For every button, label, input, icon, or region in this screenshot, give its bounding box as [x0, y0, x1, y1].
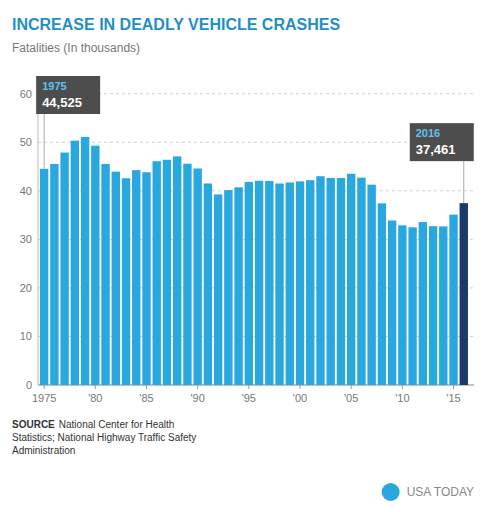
bar [337, 178, 345, 385]
bar [439, 226, 447, 385]
annotation-label: 2016 [416, 127, 440, 139]
annotation-label: 1975 [42, 80, 66, 92]
y-tick-label: 0 [26, 379, 32, 391]
bar [265, 181, 273, 385]
x-tick [248, 385, 249, 389]
bar [112, 172, 120, 385]
source-text: National Center for Health Statistics; Na… [12, 419, 196, 456]
bar [296, 181, 304, 385]
bar [122, 178, 130, 385]
bar [316, 176, 324, 385]
bar [183, 164, 191, 385]
annotation-box [36, 76, 100, 114]
source-line: National Center for Health [59, 419, 175, 430]
bar [378, 203, 386, 385]
bar [327, 178, 335, 385]
x-tick [351, 385, 352, 389]
bar [101, 164, 109, 385]
x-tick-label: '05 [344, 392, 358, 404]
x-tick-label: 1975 [32, 392, 56, 404]
logo-dot [382, 483, 400, 501]
x-tick-label: '95 [242, 392, 256, 404]
bar [91, 146, 99, 385]
x-tick [44, 385, 45, 389]
bars [40, 137, 468, 385]
title: INCREASE IN DEADLY VEHICLE CRASHES [12, 16, 340, 33]
grid-line [38, 142, 474, 143]
x-tick [146, 385, 147, 389]
y-axis-line [38, 84, 39, 385]
grid [38, 94, 474, 385]
x-tick-label: '10 [395, 392, 409, 404]
bar [398, 225, 406, 385]
bar [286, 182, 294, 385]
bar [357, 178, 365, 385]
annotations: 1975 44,525 2016 37,461 [36, 76, 474, 203]
bar [132, 170, 140, 385]
bar [367, 185, 375, 385]
bar [142, 172, 150, 385]
bar [275, 184, 283, 385]
y-tick-label: 30 [20, 233, 32, 245]
bar [306, 180, 314, 385]
bar [60, 153, 68, 385]
y-tick-label: 40 [20, 185, 32, 197]
x-tick [453, 385, 454, 389]
x-tick [300, 385, 301, 389]
bar [193, 168, 201, 385]
annotation-text: 44,525 [42, 95, 82, 110]
x-tick-label: '90 [190, 392, 204, 404]
x-tick-label: '85 [139, 392, 153, 404]
x-tick [197, 385, 198, 389]
leader-line [463, 161, 464, 203]
bar [173, 156, 181, 385]
y-tick-label: 60 [20, 88, 32, 100]
bar [81, 137, 89, 385]
bar [429, 226, 437, 385]
bar [71, 141, 79, 385]
annotation-text: 37,461 [416, 142, 456, 157]
bar [40, 169, 48, 385]
leader-line [44, 114, 45, 169]
source-line: Statistics; National Highway Traffic Saf… [12, 432, 196, 443]
bar [255, 181, 263, 385]
bar [347, 174, 355, 385]
bar [245, 182, 253, 385]
bar [234, 187, 242, 385]
subtitle: Fatalities (In thousands) [12, 41, 140, 55]
source-label: SOURCE [12, 419, 55, 430]
bar [163, 160, 171, 385]
bar [449, 215, 457, 385]
bar [224, 190, 232, 385]
y-tick-label: 50 [20, 136, 32, 148]
x-tick-label: '00 [293, 392, 307, 404]
bar [204, 183, 212, 385]
bar [419, 222, 427, 385]
source-line: Administration [12, 445, 75, 456]
annotation-box [410, 123, 474, 161]
x-tick [402, 385, 403, 389]
bar [214, 194, 222, 385]
grid-line [38, 93, 474, 94]
bar [460, 203, 468, 385]
x-tick-label: '80 [88, 392, 102, 404]
y-tick-label: 10 [20, 330, 32, 342]
bar [408, 227, 416, 385]
credit: USA TODAY [407, 485, 474, 499]
y-tick-label: 20 [20, 282, 32, 294]
bar [388, 221, 396, 385]
x-tick [95, 385, 96, 389]
bar [50, 164, 58, 385]
bar [153, 161, 161, 385]
chart: INCREASE IN DEADLY VEHICLE CRASHES Fatali… [0, 0, 486, 512]
x-tick-label: '15 [446, 392, 460, 404]
